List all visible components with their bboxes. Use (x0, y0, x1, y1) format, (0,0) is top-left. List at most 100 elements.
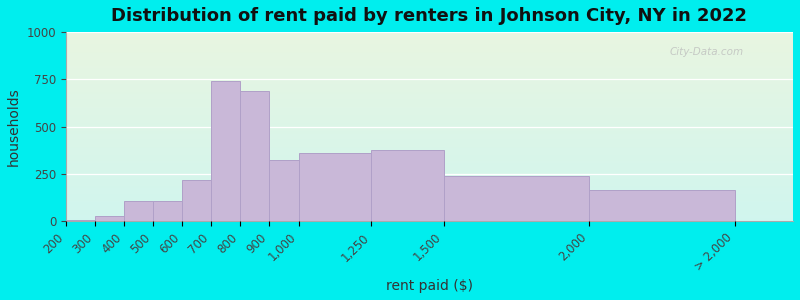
Bar (66, 160, 793, 161)
Bar (66, 112, 793, 113)
Bar (66, 65, 793, 66)
Bar (66, 119, 793, 120)
Bar (66, 173, 793, 174)
Bar (66, 207, 793, 208)
Bar (66, 135, 793, 136)
Bar (66, 88, 793, 89)
Bar (66, 103, 793, 104)
Bar (66, 72, 793, 73)
Bar (66, 127, 793, 128)
Bar (66, 189, 793, 190)
Bar (153, 200, 182, 221)
Bar (66, 147, 793, 148)
Bar (66, 73, 793, 74)
Bar (66, 51, 793, 52)
Bar (66, 203, 793, 204)
Bar (66, 93, 793, 94)
Bar (66, 50, 793, 51)
Bar (66, 156, 793, 157)
Bar (66, 204, 793, 205)
Bar (66, 198, 793, 199)
Bar (66, 126, 793, 127)
Bar (66, 53, 793, 54)
Bar (66, 48, 793, 49)
Bar (66, 105, 793, 106)
Bar (66, 142, 793, 143)
Bar (66, 109, 793, 110)
Bar (66, 123, 793, 124)
Bar (66, 167, 793, 168)
Bar (66, 180, 793, 181)
Bar (66, 176, 793, 177)
Bar (66, 191, 793, 192)
Bar (66, 212, 793, 213)
Bar (66, 184, 793, 185)
Bar (66, 70, 793, 71)
Bar (66, 168, 793, 169)
Bar (66, 175, 793, 176)
Bar (66, 220, 95, 221)
Bar (66, 138, 793, 139)
Bar (66, 32, 793, 33)
Bar (270, 160, 298, 221)
Bar (66, 101, 793, 102)
Bar (66, 186, 793, 187)
Bar (66, 58, 793, 59)
Bar (66, 134, 793, 135)
Bar (66, 192, 793, 193)
Bar (66, 136, 793, 137)
Bar (66, 125, 793, 126)
Bar (66, 149, 793, 150)
Bar (66, 163, 793, 164)
Bar (66, 33, 793, 34)
Title: Distribution of rent paid by renters in Johnson City, NY in 2022: Distribution of rent paid by renters in … (111, 7, 747, 25)
Bar (66, 130, 793, 131)
Bar (66, 143, 793, 144)
Bar (66, 166, 793, 167)
Bar (66, 200, 793, 202)
Bar (66, 115, 793, 116)
Bar (66, 214, 793, 215)
Bar (66, 94, 793, 95)
Bar (66, 220, 793, 221)
Bar (66, 155, 793, 156)
Bar (66, 75, 793, 76)
Bar (66, 178, 793, 179)
Bar (66, 208, 793, 209)
Bar (66, 215, 793, 216)
Bar (66, 68, 793, 69)
Bar (66, 47, 793, 48)
Bar (66, 77, 793, 78)
Bar (66, 61, 793, 62)
Bar (66, 34, 793, 35)
Bar (66, 104, 793, 105)
Bar (66, 86, 793, 87)
Bar (66, 152, 793, 153)
Bar (66, 195, 793, 196)
Bar (66, 117, 793, 118)
Bar (124, 200, 153, 221)
Bar (66, 159, 793, 160)
Bar (66, 84, 793, 85)
Bar (66, 39, 793, 40)
Bar (66, 38, 793, 39)
X-axis label: rent paid ($): rent paid ($) (386, 279, 473, 293)
Bar (66, 62, 793, 63)
Bar (66, 85, 793, 86)
Bar (66, 197, 793, 198)
Bar (66, 44, 793, 45)
Bar (66, 188, 793, 189)
Bar (66, 213, 793, 214)
Bar (66, 145, 793, 146)
Bar (66, 210, 793, 211)
Bar (66, 91, 793, 92)
Bar (66, 87, 793, 88)
Bar (66, 202, 793, 203)
Bar (66, 71, 793, 72)
Bar (66, 202, 793, 203)
Bar (66, 146, 793, 147)
Bar (182, 180, 211, 221)
Bar (66, 158, 793, 159)
Bar (66, 59, 793, 60)
Bar (66, 211, 793, 212)
